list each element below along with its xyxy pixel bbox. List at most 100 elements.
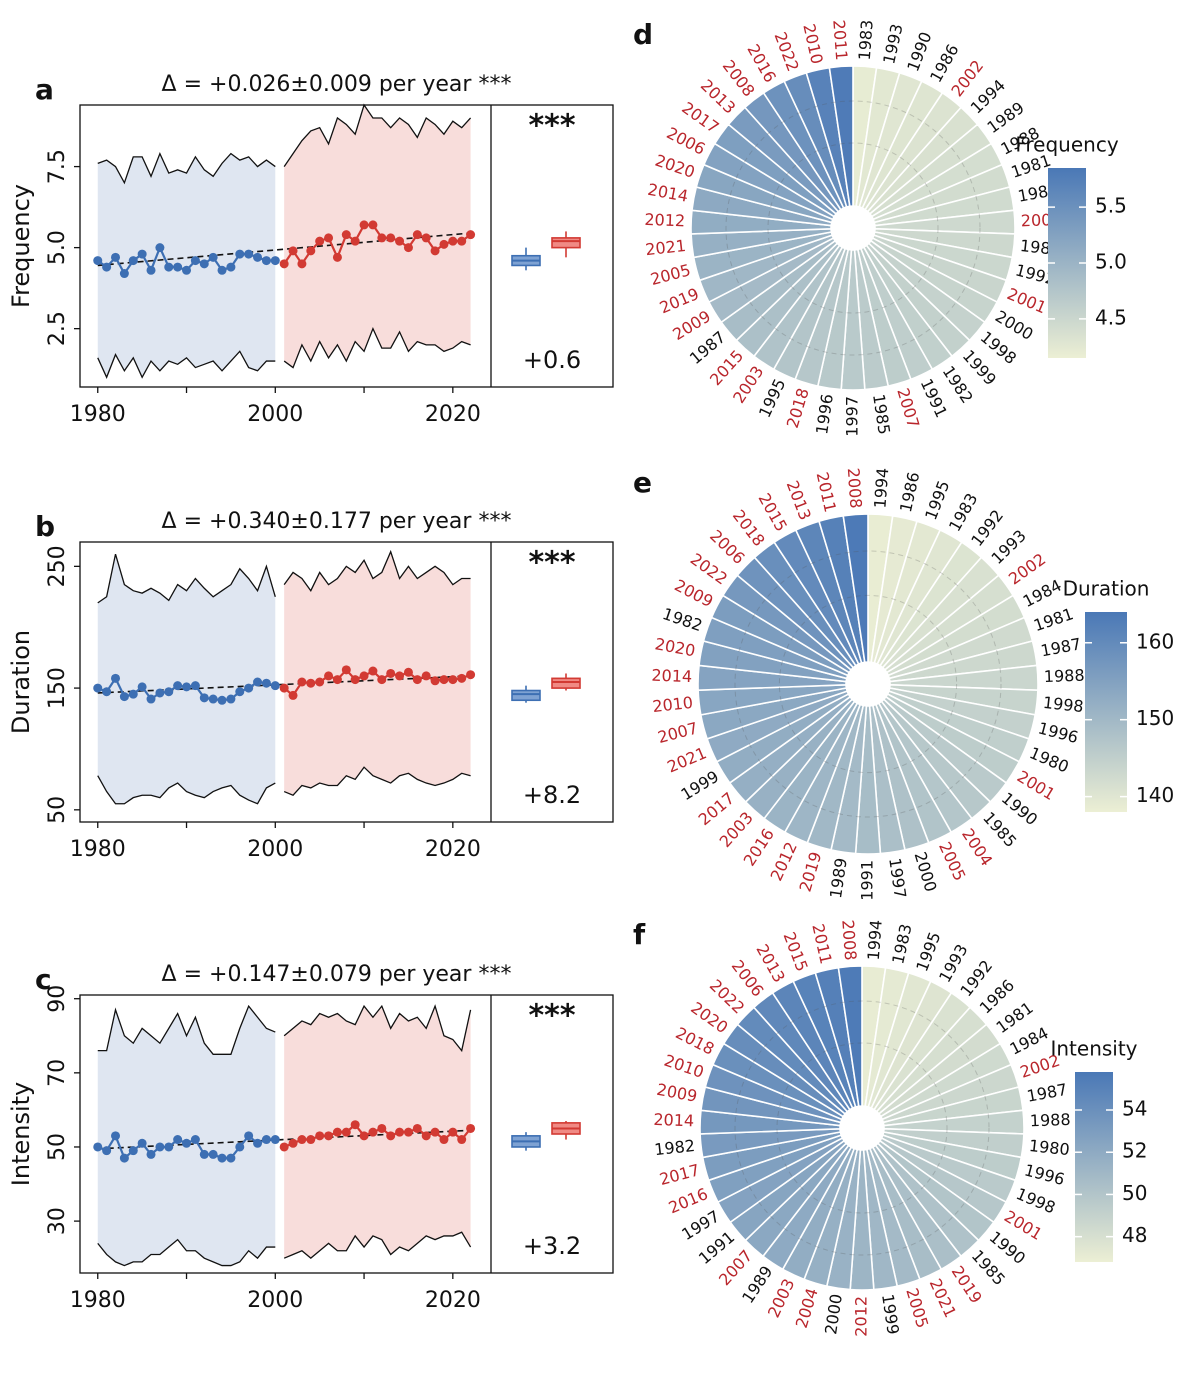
grid-circle [778, 594, 958, 774]
category-label: 1985 [869, 393, 894, 436]
grid-circle [734, 1000, 990, 1256]
mean-point [111, 673, 121, 683]
panel-letter: f [633, 918, 646, 951]
mean-point [297, 1135, 307, 1145]
x-tick-label: 2020 [425, 1288, 481, 1313]
category-label: 1986 [896, 470, 923, 514]
mean-point [102, 687, 112, 697]
y-tick-label: 7.5 [45, 149, 70, 184]
mean-point [306, 1135, 316, 1145]
mean-point [235, 687, 245, 697]
mean-point [279, 683, 289, 693]
mean-point [377, 1123, 387, 1133]
x-tick-label: 1980 [70, 837, 126, 862]
mean-point [190, 681, 200, 691]
mean-point [93, 683, 103, 693]
mean-point [261, 1135, 271, 1145]
mean-point [190, 1135, 200, 1145]
category-label: 2004 [792, 1286, 822, 1330]
mean-point [137, 249, 147, 259]
mean-point [182, 265, 192, 275]
plot-frame [79, 541, 614, 823]
mean-point [93, 1142, 103, 1152]
mean-point [457, 236, 467, 246]
mean-point [226, 262, 236, 272]
mean-line [283, 1123, 472, 1148]
x-tick-label: 1980 [70, 1288, 126, 1313]
mean-point [412, 675, 422, 685]
mean-point [430, 676, 440, 686]
mean-point [403, 243, 413, 253]
category-label: 1988 [1030, 1110, 1071, 1130]
mean-point [155, 243, 165, 253]
category-label: 2005 [902, 1286, 932, 1330]
colorbar-tick-label: 150 [1136, 706, 1174, 730]
category-label: 1993 [879, 22, 906, 66]
category-label: 1996 [1022, 1160, 1066, 1189]
mean-point [199, 693, 209, 703]
panel-letter: e [633, 466, 652, 499]
panel-letter: d [633, 18, 653, 51]
category-label: 2012 [644, 210, 685, 230]
mean-point [306, 678, 316, 688]
y-tick-label: 2.5 [45, 311, 70, 346]
upper-line [283, 1004, 472, 1053]
mean-point [421, 1131, 431, 1141]
mean-point [350, 675, 360, 685]
mean-point [226, 1153, 236, 1163]
category-label: 2014 [653, 1110, 694, 1130]
envelope-band [284, 105, 471, 368]
lower-line [283, 766, 471, 796]
colorbar-tick-label: 5.5 [1095, 194, 1127, 218]
mean-point [261, 256, 271, 266]
x-tick-label: 2000 [247, 1288, 303, 1313]
y-tick-label: 90 [45, 985, 70, 1013]
category-label: 2014 [651, 666, 692, 686]
mean-point [146, 1149, 156, 1159]
category-label: 1989 [826, 857, 851, 900]
mean-point [421, 671, 431, 681]
mean-point [235, 1142, 245, 1152]
envelope-band [97, 1006, 276, 1266]
category-label: 1996 [1036, 718, 1080, 747]
panel-letter: b [35, 510, 55, 543]
upper-line [97, 1004, 276, 1055]
y-tick-label: 150 [45, 667, 70, 709]
lower-line [97, 350, 276, 379]
mean-point [182, 1138, 192, 1148]
x-tick-label: 2020 [425, 837, 481, 862]
mean-point [102, 1146, 112, 1156]
mean-point [199, 1149, 209, 1159]
category-label: 1998 [1042, 693, 1085, 716]
category-label: 2010 [662, 1051, 707, 1082]
mean-point [208, 1149, 218, 1159]
category-label: 2010 [799, 22, 826, 66]
mean-point [448, 1127, 458, 1137]
colorbar-tick-label: 52 [1122, 1139, 1147, 1163]
envelope-band [97, 153, 276, 378]
mean-point [350, 1120, 360, 1130]
category-label: 1983 [855, 19, 877, 61]
chart-title: Δ = +0.147±0.079 per year *** [162, 962, 512, 987]
category-label: 2011 [813, 470, 840, 514]
category-label: 2013 [783, 478, 815, 523]
mean-point [253, 677, 263, 687]
box [551, 237, 581, 249]
polar-bar [837, 965, 863, 1108]
category-label: 2020 [653, 634, 696, 660]
mean-point [368, 220, 378, 230]
grid-circle [776, 1042, 948, 1214]
mean-point [324, 233, 334, 243]
difference-label: +8.2 [523, 781, 581, 809]
mean-point [395, 236, 405, 246]
significance-label: *** [528, 109, 575, 144]
category-label: 2008 [844, 467, 866, 509]
mean-point [288, 246, 298, 256]
y-tick-label: 70 [45, 1059, 70, 1087]
mean-point [386, 668, 396, 678]
mean-point [457, 673, 467, 683]
colorbar [1085, 612, 1127, 812]
mean-point [128, 1146, 138, 1156]
